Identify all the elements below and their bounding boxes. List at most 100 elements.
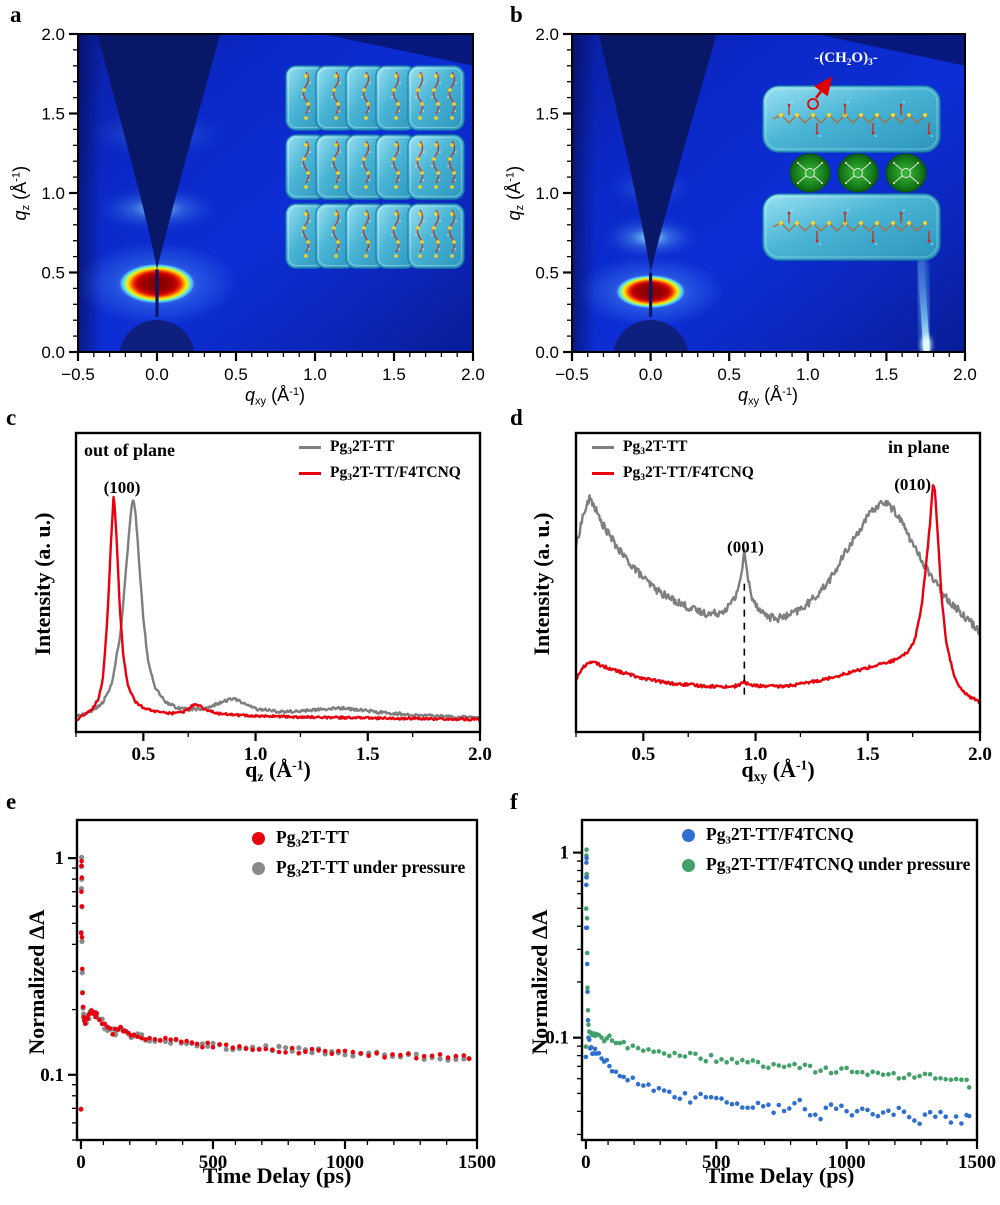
legend-entry: Pg32T-TT [252, 827, 465, 850]
giwaxs-pattern [572, 34, 965, 352]
x-tick-label: 0 [581, 1152, 591, 1173]
x-tick-label: 0.0 [145, 365, 169, 384]
series-line [576, 484, 980, 705]
legend-entry: Pg32T-TT [299, 438, 461, 457]
scatter-series [78, 858, 472, 1112]
x-tick-label: 1000 [326, 1152, 364, 1173]
inset-lamellar-stack [285, 65, 465, 269]
legend-dot-swatch [252, 832, 265, 845]
side-chain-annotation: -(CH2O)3- [814, 50, 878, 68]
legend-label: Pg32T-TT [623, 438, 688, 457]
legend-label: Pg32T-TT under pressure [276, 857, 466, 880]
x-tick-label: −0.5 [61, 365, 95, 384]
scatter-series [583, 847, 972, 1090]
axis-ticks: 0 500 1000 1500 1 0.1 [545, 843, 996, 1173]
detector-wedge-shadow [598, 34, 717, 273]
series-line [76, 499, 480, 720]
legend-entry: Pg32T-TT [592, 438, 754, 457]
legend-label: Pg32T-TT/F4TCNQ under pressure [706, 854, 971, 877]
y-tick-label: 1.0 [41, 184, 65, 203]
x-tick-label: 1500 [458, 1152, 496, 1173]
panel-label-a: a [10, 2, 22, 27]
legend-entry: Pg32T-TT/F4TCNQ [299, 464, 461, 483]
annotation-ring [807, 98, 819, 110]
x-tick-label: 2.0 [461, 365, 485, 384]
panel-label-f: f [510, 789, 518, 814]
legend-entry: Pg32T-TT/F4TCNQ under pressure [682, 854, 971, 877]
peak-label: (100) [104, 478, 141, 497]
panel-label-d: d [510, 405, 523, 430]
y-tick-label: 1.5 [41, 105, 65, 124]
polymer-slab [762, 85, 941, 153]
panel-label-b: b [510, 2, 523, 27]
y-tick-label: 1.0 [535, 184, 559, 203]
beamstop-shadow [613, 320, 689, 352]
x-tick-label: 1.5 [875, 365, 899, 384]
detector-wedge-shadow [96, 34, 221, 270]
y-tick-label: 2.0 [41, 25, 65, 44]
legend-dot-swatch [682, 829, 695, 842]
y-axis-title-c: Intensity (a. u.) [30, 512, 55, 656]
x-tick-label: −0.5 [555, 365, 589, 384]
panel-label-c: c [6, 405, 17, 430]
y-axis-title-d: Intensity (a. u.) [529, 512, 554, 656]
x-tick-label: 0.0 [639, 365, 663, 384]
legend-d: Pg32T-TT Pg32T-TT/F4TCNQ [592, 438, 754, 483]
x-axis-title-f: Time Delay (ps) [705, 1163, 855, 1188]
x-axis-title-a: qxy (Å-1) [244, 385, 306, 408]
x-tick-label: 1.5 [856, 744, 880, 765]
panel-c: (100) 0.5 1.0 1.5 2.0 [74, 431, 492, 765]
y-tick-label: 0.5 [535, 264, 559, 283]
y-axis-title-b: qz (Å-1) [503, 165, 527, 221]
x-tick-label: 1.0 [303, 365, 327, 384]
x-axis-title-e: Time Delay (ps) [202, 1163, 352, 1188]
axis-ticks: 0.5 1.0 1.5 2.0 [575, 732, 992, 765]
y-tick-label: 0.1 [40, 1065, 64, 1086]
legend-dot-swatch [682, 859, 695, 872]
legend-line-swatch [299, 446, 321, 449]
x-tick-label: 2.0 [968, 744, 992, 765]
series-line [76, 495, 480, 723]
x-axis-title-d: qxy (Å-1) [741, 757, 815, 785]
panel-b: −0.5 0.0 0.5 1.0 1.5 2.0 0.0 0.5 1.0 1.5 2.0 [535, 25, 977, 384]
y-tick-label: 0.0 [535, 343, 559, 362]
y-tick-label: 1 [560, 843, 570, 864]
legend-label: Pg32T-TT/F4TCNQ [330, 464, 461, 483]
axis-ticks: 0 500 1000 1500 1 0.1 [40, 848, 496, 1173]
x-tick-label: 1000 [828, 1152, 866, 1173]
x-axis-title-c: qz (Å-1) [245, 757, 311, 785]
panel-e: 0 500 1000 1500 1 0.1 [40, 818, 496, 1173]
inset-polymer-dopant [762, 76, 941, 261]
legend-c: Pg32T-TT Pg32T-TT/F4TCNQ [299, 438, 461, 483]
x-tick-label: 500 [702, 1152, 731, 1173]
peak-label: (001) [727, 538, 764, 557]
y-tick-label: 0.5 [41, 264, 65, 283]
x-tick-label: 0.5 [631, 744, 655, 765]
annotation-arrow [814, 76, 833, 99]
x-tick-label: 1.0 [796, 365, 820, 384]
panel-d: (001) (010) 0.5 1.0 1.5 2.0 [574, 431, 992, 765]
diffraction-streak [917, 261, 930, 352]
peak-label: (010) [894, 475, 931, 494]
axis-ticks: 0.5 1.0 1.5 2.0 [75, 732, 492, 765]
x-tick-label: 2.0 [468, 744, 492, 765]
panel-label-e: e [6, 789, 17, 814]
x-tick-label: 2.0 [953, 365, 977, 384]
scatter-series [583, 855, 972, 1127]
x-tick-label: 1.0 [744, 744, 768, 765]
panel-f: 0 500 1000 1500 1 0.1 [545, 818, 996, 1173]
beamstop-shadow [119, 320, 195, 352]
legend-e: Pg32T-TT Pg32T-TT under pressure [252, 827, 466, 880]
legend-label: Pg32T-TT/F4TCNQ [706, 824, 854, 847]
x-axis-title-b: qxy (Å-1) [737, 385, 799, 408]
x-tick-label: 1.0 [244, 744, 268, 765]
series-line [576, 494, 980, 637]
y-tick-label: 2.0 [535, 25, 559, 44]
legend-line-swatch [299, 472, 321, 475]
y-tick-label: 1 [55, 848, 65, 869]
x-tick-label: 0 [76, 1152, 86, 1173]
legend-dot-swatch [252, 862, 265, 875]
legend-f: Pg32T-TT/F4TCNQ Pg32T-TT/F4TCNQ under pr… [682, 824, 971, 877]
y-axis-title-f: Normalized ΔA [527, 909, 552, 1055]
